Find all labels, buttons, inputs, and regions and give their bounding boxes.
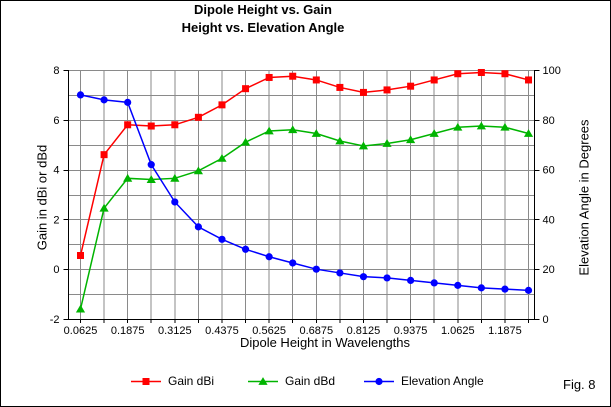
x-axis-title: Dipole Height in Wavelengths [239,335,411,350]
svg-text:0.6875: 0.6875 [299,325,333,337]
figure-number: Fig. 8 [563,377,596,392]
svg-text:8: 8 [53,65,59,77]
chart-title-line1: Dipole Height vs. Gain [194,2,332,17]
svg-text:6: 6 [53,115,59,127]
legend-item-elevation-angle: Elevation Angle [364,374,484,388]
svg-text:0.3125: 0.3125 [158,325,192,337]
legend-item-gain-dbd: Gain dBd [248,374,335,388]
svg-text:60: 60 [543,165,555,177]
chart-title-line2: Height vs. Elevation Angle [181,20,345,35]
svg-text:4: 4 [53,165,59,177]
svg-text:80: 80 [543,115,555,127]
svg-text:0: 0 [543,314,549,326]
svg-text:2: 2 [53,214,59,226]
svg-text:-2: -2 [50,314,60,326]
legend-label-gain-dbi: Gain dBi [168,374,215,388]
gain-dbd-swatch-icon [248,376,278,385]
svg-text:0.1875: 0.1875 [111,325,145,337]
svg-text:0.4375: 0.4375 [205,325,239,337]
svg-text:1.0625: 1.0625 [441,325,475,337]
chart-title: Dipole Height vs. Gain Height vs. Elevat… [1,1,525,37]
svg-text:20: 20 [543,264,555,276]
svg-text:0: 0 [53,264,59,276]
svg-text:1.1875: 1.1875 [488,325,522,337]
svg-text:0.9375: 0.9375 [394,325,428,337]
svg-text:0.0625: 0.0625 [64,325,98,337]
elevation-angle-swatch-icon [364,377,394,385]
legend-label-gain-dbd: Gain dBd [285,374,336,388]
legend-item-gain-dbi: Gain dBi [131,374,214,388]
legend-label-elevation-angle: Elevation Angle [401,374,484,388]
svg-text:40: 40 [543,214,555,226]
y-axis-right-title: Elevation Angle in Degrees [576,119,592,276]
svg-text:0.8125: 0.8125 [347,325,381,337]
svg-text:100: 100 [543,65,561,77]
gain-dbi-swatch-icon [131,377,161,385]
svg-text:0.5625: 0.5625 [252,325,286,337]
y-axis-left-title: Gain in dBi or dBd [34,144,50,251]
